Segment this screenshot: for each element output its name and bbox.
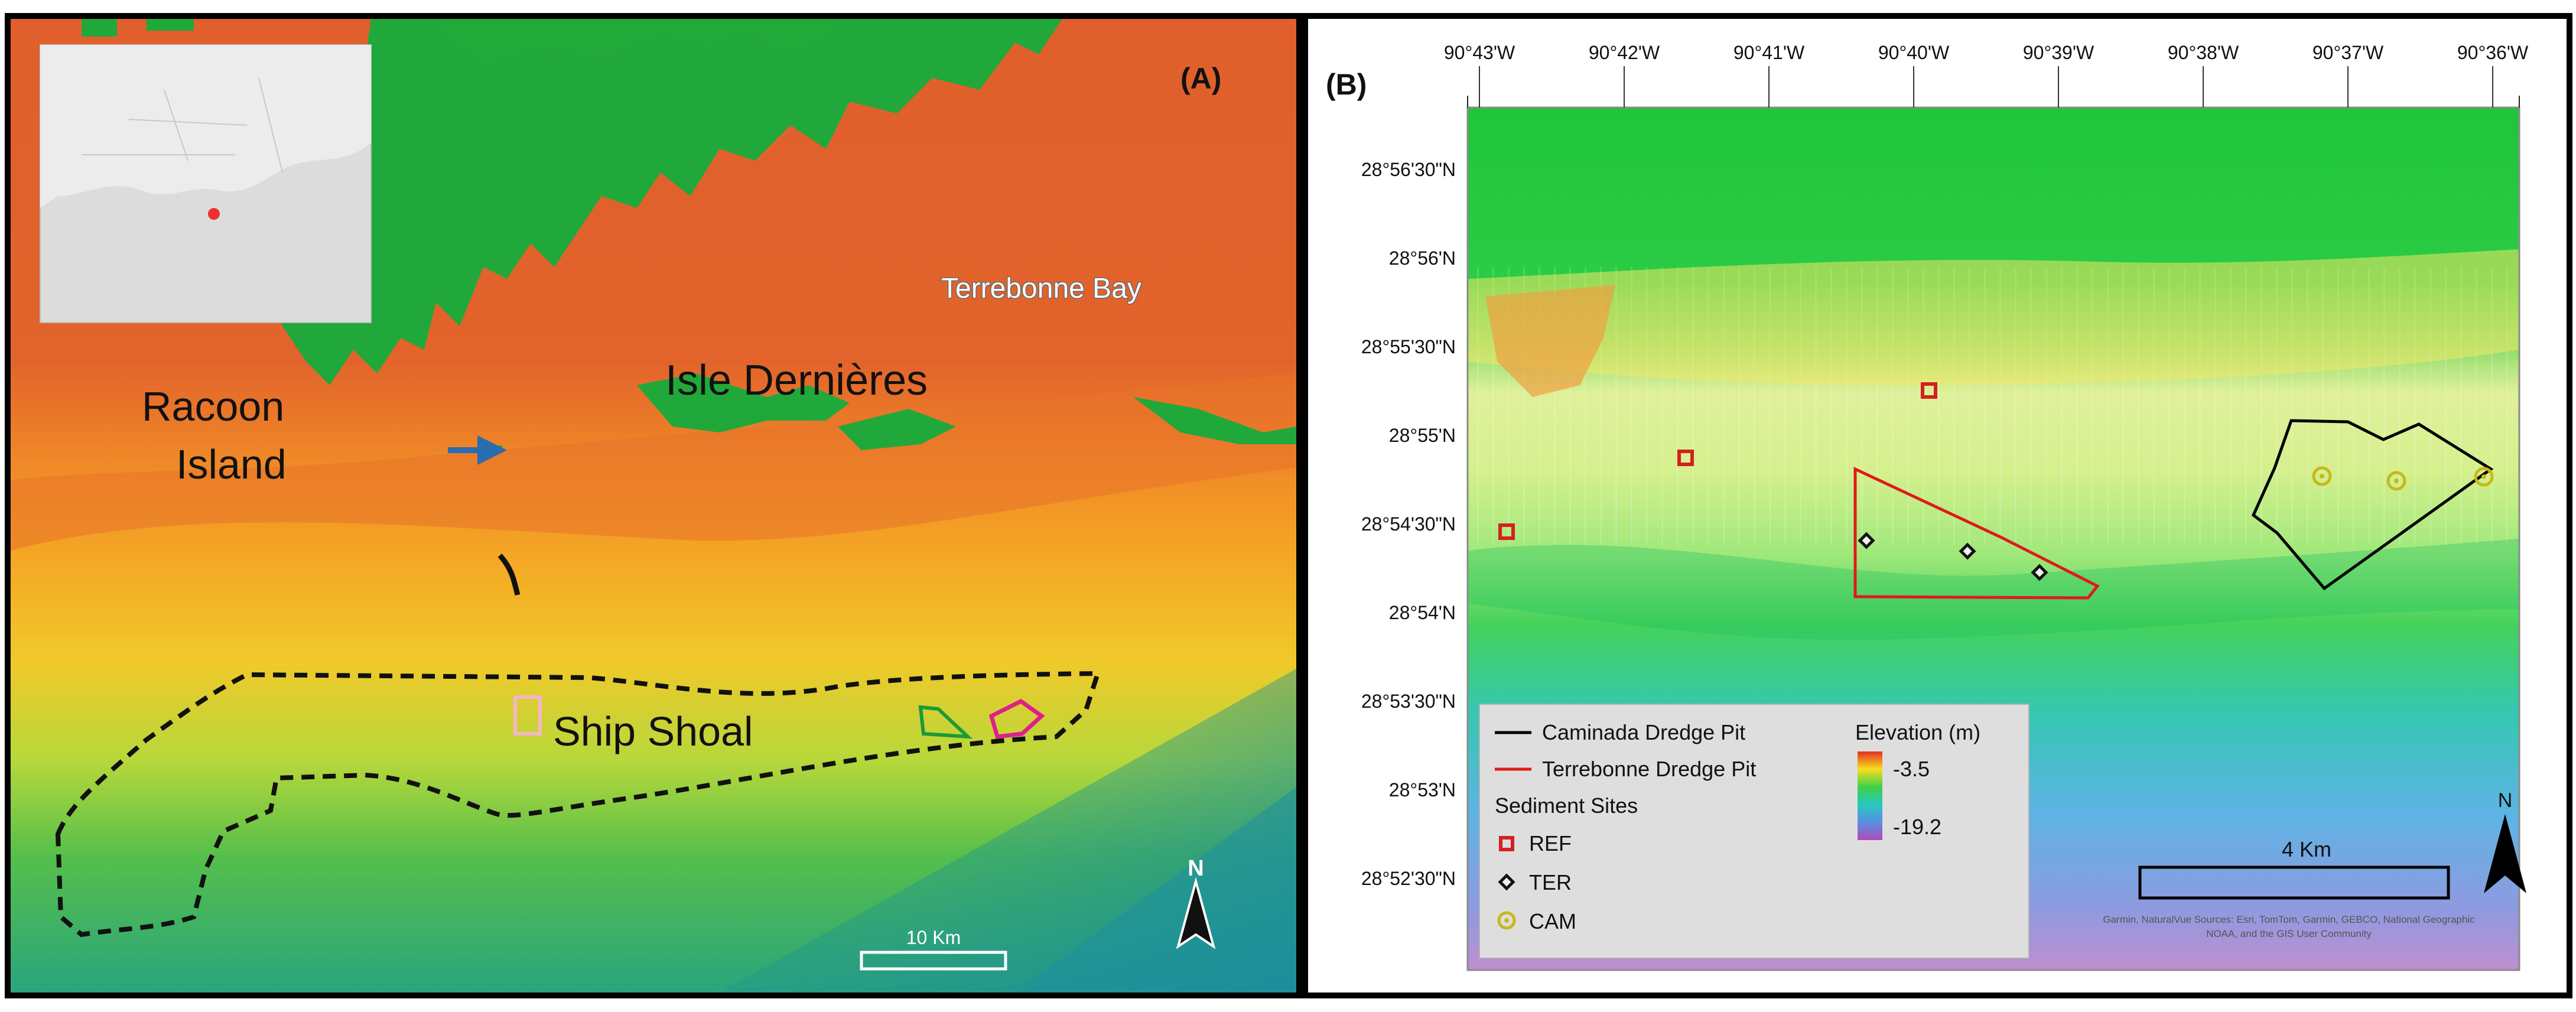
legend-elev-min: -19.2 xyxy=(1893,815,1941,839)
ref-site-marker xyxy=(1677,450,1694,466)
lon-tick-label: 90°42'W xyxy=(1589,42,1660,63)
lat-tick-label: 28°56'N xyxy=(1389,248,1456,269)
land-areas xyxy=(82,19,1296,450)
panel-b-label: (B) xyxy=(1326,68,1367,101)
attribution-line2: NOAA, and the GIS User Community xyxy=(2206,928,2372,939)
legend-terrebonne: Terrebonne Dredge Pit xyxy=(1542,757,1756,781)
latitude-axis: 28°56'30"N 28°56'N 28°55'30"N 28°55'N 28… xyxy=(1361,159,1456,889)
terrebonne-dredge-pit-outline xyxy=(1853,467,2100,600)
panel-b-map: 90°43'W 90°42'W 90°41'W 90°40'W 90°39'W … xyxy=(1302,13,2572,998)
frame-ticks xyxy=(1467,96,2520,108)
lat-tick-label: 28°56'30"N xyxy=(1361,159,1456,180)
ref-site-marker xyxy=(1921,382,1937,399)
ref-site-marker xyxy=(1498,523,1515,540)
lon-tick-label: 90°39'W xyxy=(2023,42,2094,63)
black-dredge-mark xyxy=(497,553,521,596)
legend-caminada: Caminada Dredge Pit xyxy=(1542,720,1745,744)
lat-tick-label: 28°55'30"N xyxy=(1361,336,1456,357)
cam-site-marker xyxy=(2386,471,2406,491)
elevation-color-ramp xyxy=(1858,751,1882,840)
legend-elev-max: -3.5 xyxy=(1893,757,1930,781)
ter-site-marker xyxy=(1858,532,1875,549)
lat-tick-label: 28°53'30"N xyxy=(1361,691,1456,712)
shoal-box-marker xyxy=(513,695,542,736)
panel-b-scale-bar: 4 Km xyxy=(2138,837,2450,900)
longitude-axis: 90°43'W 90°42'W 90°41'W 90°40'W 90°39'W … xyxy=(1444,42,2529,63)
legend-cam-icon xyxy=(1497,911,1516,930)
location-marker-icon xyxy=(208,208,220,220)
cam-site-marker xyxy=(2474,467,2494,487)
legend-elevation-title: Elevation (m) xyxy=(1855,720,1980,744)
legend-ref-icon xyxy=(1499,836,1514,851)
panel-b-svg: 90°43'W 90°42'W 90°41'W 90°40'W 90°39'W … xyxy=(1326,42,2529,971)
panel-a-label: (A) xyxy=(1180,62,1221,95)
svg-text:N: N xyxy=(1188,856,1204,881)
panel-b-scale-label: 4 Km xyxy=(2282,837,2331,861)
deepest-water-region xyxy=(1015,787,1296,993)
svg-text:N: N xyxy=(2498,789,2513,812)
cam-sites xyxy=(2312,466,2494,491)
ter-site-marker xyxy=(2031,564,2048,581)
lon-tick-label: 90°36'W xyxy=(2457,42,2529,63)
isle-dernieres-label: Isle Dernières xyxy=(665,357,928,404)
lat-tick-label: 28°52'30"N xyxy=(1361,868,1456,889)
magenta-site-outline xyxy=(988,698,1045,739)
legend-cam-label: CAM xyxy=(1529,909,1576,933)
legend-ter-label: TER xyxy=(1529,870,1572,894)
green-site-outline xyxy=(918,705,973,739)
panel-a-north-arrow-icon: N xyxy=(1176,856,1216,949)
raccoon-island-label-line2: Island xyxy=(176,441,287,487)
cam-site-marker xyxy=(2312,466,2332,486)
ref-sites xyxy=(1498,382,1937,540)
panel-a-scale-label: 10 Km xyxy=(906,927,961,948)
locator-inset-map xyxy=(40,44,372,323)
legend-sediment-title: Sediment Sites xyxy=(1495,793,1638,818)
lon-tick-label: 90°38'W xyxy=(2168,42,2239,63)
ship-shoal-outline xyxy=(55,671,1101,938)
lon-tick-label: 90°41'W xyxy=(1733,42,1805,63)
raccoon-island-arrow xyxy=(448,435,507,465)
lat-tick-label: 28°54'30"N xyxy=(1361,513,1456,535)
ter-sites xyxy=(1858,532,2048,581)
lat-tick-label: 28°55'N xyxy=(1389,425,1456,446)
caminada-dredge-pit-outline xyxy=(2251,419,2494,591)
longitude-tick-marks xyxy=(1479,66,2493,108)
panel-b-north-arrow-icon: N xyxy=(2484,789,2526,893)
raccoon-island-label-line1: Racoon xyxy=(142,383,284,429)
attribution-line1: Garmin, NaturalVue Sources: Esri, TomTom… xyxy=(2103,914,2475,925)
ter-site-marker xyxy=(1959,542,1976,560)
ship-shoal-label: Ship Shoal xyxy=(553,708,753,754)
panel-a-svg: (A) Terrebonne Bay Isle Dernières Racoon… xyxy=(11,19,1296,993)
legend-box: Caminada Dredge Pit Terrebonne Dredge Pi… xyxy=(1479,704,2029,959)
lat-tick-label: 28°53'N xyxy=(1389,779,1456,801)
lon-tick-label: 90°43'W xyxy=(1444,42,1515,63)
terrebonne-bay-label: Terrebonne Bay xyxy=(941,273,1141,304)
legend-ref-label: REF xyxy=(1529,831,1572,855)
lon-tick-label: 90°37'W xyxy=(2312,42,2384,63)
lon-tick-label: 90°40'W xyxy=(1878,42,1950,63)
lat-tick-label: 28°54'N xyxy=(1389,602,1456,623)
legend-ter-icon xyxy=(1498,873,1515,891)
panel-a-scale-bar: 10 Km xyxy=(860,927,1007,971)
panel-a-map: (A) Terrebonne Bay Isle Dernières Racoon… xyxy=(5,13,1302,998)
shallow-band xyxy=(11,373,1296,551)
